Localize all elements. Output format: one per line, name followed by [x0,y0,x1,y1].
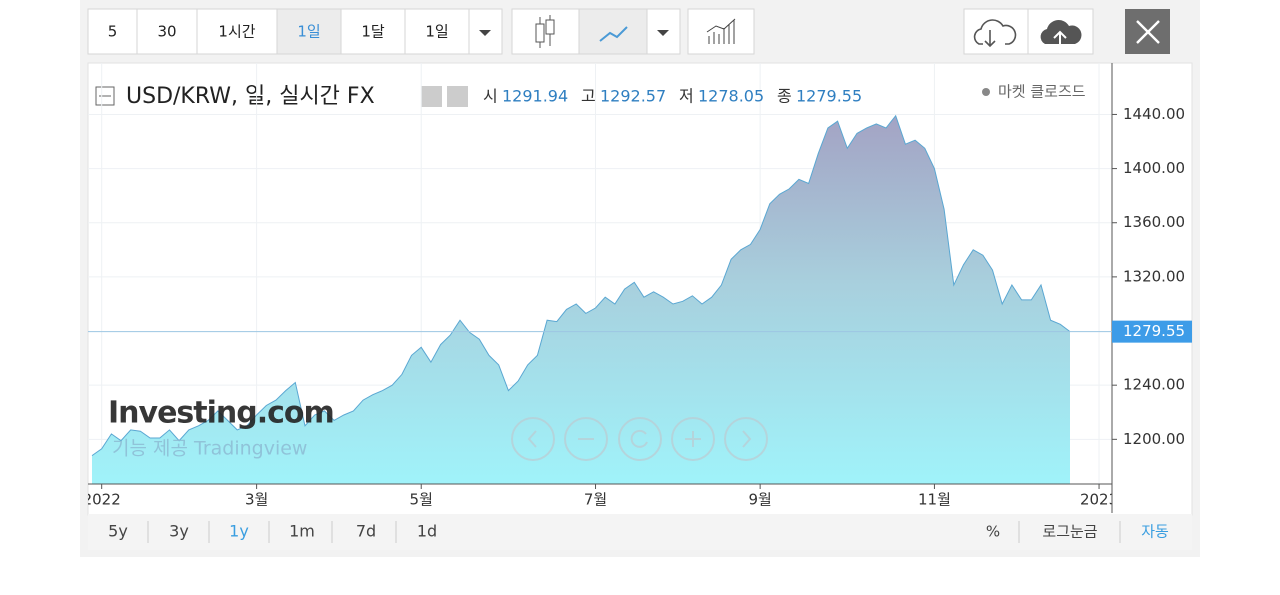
x-tick-label: 2022 [83,491,121,509]
option-button[interactable]: % [986,523,1000,541]
settings-icon[interactable] [447,86,468,107]
y-tick-label: 1320.00 [1123,267,1185,285]
chart-type-group [511,8,1170,55]
x-tick-label: 2023 [1080,491,1118,509]
brand: Investing.com [108,396,334,431]
zoom-in[interactable] [671,417,715,461]
ohlc-value: 1278.05 [698,87,764,106]
status-dot [982,88,990,96]
interval-button[interactable] [404,8,470,55]
interval-label: 1시간 [218,23,255,41]
zoom-out[interactable] [564,417,608,461]
last-price-box [1112,320,1192,343]
y-tick-label: 1200.00 [1123,430,1185,448]
candle-icon[interactable] [535,15,555,48]
interval-label: 30 [157,23,176,41]
dropdown[interactable] [479,30,491,36]
range-button[interactable]: 7d [356,522,376,541]
plot: 2022 3월 5월 7월 9월 11월 2023 [83,63,1118,509]
range-bar [88,514,1192,550]
chart-title: USD/KRW, 일, 실시간 FX [126,84,375,109]
nav-buttons [511,417,768,461]
ohlc-label: 종 [777,87,792,106]
interval-label: 1일 [297,23,320,41]
area [92,115,1070,485]
range-button[interactable]: 1m [289,522,315,541]
option-button[interactable]: 로그눈금 [1042,523,1097,541]
range-buttons: 5y 3y 1y 1m 7d 1d% 로그눈금 자동 [108,521,1169,543]
collapse-icon[interactable] [95,86,115,106]
option-button[interactable]: 자동 [1141,523,1169,541]
interval-button[interactable] [196,8,278,55]
y-tick-label: 1360.00 [1123,213,1185,231]
close-icon [1136,20,1160,44]
ohlc-label: 시 [483,87,498,106]
range-button[interactable]: 5y [108,522,128,541]
ohlc-label: 저 [679,87,694,106]
dropdown[interactable] [657,30,669,36]
interval-label: 1일 [425,23,448,41]
y-tick-label: 1440.00 [1123,105,1185,123]
x-tick-label: 5월 [410,491,433,509]
market-status: 마켓 클로즈드 [998,83,1086,101]
y-tick-label: 1400.00 [1123,159,1185,177]
interval-button[interactable] [276,8,342,55]
reset[interactable] [618,417,662,461]
last-price-label: 1279.55 [1123,322,1185,340]
scroll-left[interactable] [511,417,555,461]
indicator-icon [706,18,736,44]
ohlc-value: 1291.94 [502,87,568,106]
x-tick-label: 11월 [918,491,951,509]
eye-icon[interactable] [421,86,442,107]
watermark: Investing.com 기능 제공 Tradingview [108,396,335,460]
x-tick-label: 9월 [748,491,771,509]
y-tick-label: 1240.00 [1123,376,1185,394]
range-button[interactable]: 1y [229,522,249,541]
interval-label: 1달 [361,23,385,41]
interval-button[interactable] [136,8,198,55]
range-button[interactable]: 1d [417,522,437,541]
ohlc-value: 1292.57 [600,87,666,106]
indicator-button[interactable] [687,8,755,55]
toolbar: 5 30 1시간 1일 1달 1일 [87,8,503,55]
scroll-right[interactable] [724,417,768,461]
interval-button[interactable] [87,8,138,55]
interval-label: 5 [108,23,118,41]
x-tick-label: 7월 [584,491,607,509]
range-button[interactable]: 3y [169,522,189,541]
ohlc-label: 고 [581,87,596,106]
ohlc-value: 1279.55 [796,87,862,106]
x-tick-label: 3월 [245,491,268,509]
line [91,114,1071,457]
line-icon [599,26,628,42]
line-button[interactable] [578,8,648,55]
credit: 기능 제공 Tradingview [112,438,307,460]
download-icon[interactable] [973,19,1017,45]
